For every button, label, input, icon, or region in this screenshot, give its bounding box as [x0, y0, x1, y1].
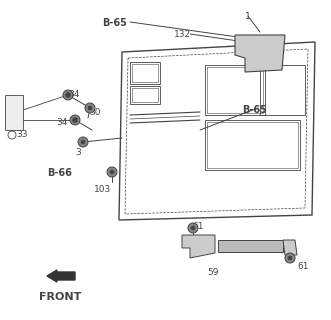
Text: 61: 61: [192, 222, 204, 231]
Circle shape: [260, 43, 274, 57]
Circle shape: [66, 92, 71, 98]
Bar: [205, 65, 265, 115]
Bar: [130, 62, 160, 84]
Text: 1: 1: [245, 12, 251, 21]
Circle shape: [285, 253, 295, 263]
Circle shape: [264, 47, 270, 53]
Circle shape: [70, 115, 80, 125]
Circle shape: [72, 117, 77, 123]
Bar: [218, 240, 283, 252]
Circle shape: [8, 131, 16, 139]
Circle shape: [288, 256, 292, 260]
Text: B-66: B-66: [48, 168, 72, 178]
Text: 61: 61: [297, 262, 309, 271]
Polygon shape: [283, 240, 297, 255]
Bar: [132, 64, 158, 82]
Text: 34: 34: [68, 90, 80, 99]
Text: B-65: B-65: [243, 105, 267, 115]
Circle shape: [191, 226, 195, 230]
Bar: [260, 65, 305, 115]
Circle shape: [85, 103, 95, 113]
Bar: [207, 122, 298, 168]
Bar: [130, 86, 160, 104]
Text: FRONT: FRONT: [39, 292, 81, 302]
Polygon shape: [235, 35, 285, 72]
Bar: [207, 67, 263, 113]
Circle shape: [78, 137, 88, 147]
Circle shape: [110, 170, 114, 174]
Text: 34: 34: [56, 118, 68, 127]
Circle shape: [107, 167, 117, 177]
Circle shape: [81, 140, 85, 144]
Bar: [205, 120, 300, 170]
Text: B-65: B-65: [103, 18, 127, 28]
Bar: [5, 95, 23, 130]
Circle shape: [88, 106, 92, 110]
Polygon shape: [119, 42, 315, 220]
Text: 3: 3: [75, 148, 81, 157]
Text: 132: 132: [174, 30, 192, 39]
FancyArrow shape: [47, 270, 75, 282]
Circle shape: [63, 90, 73, 100]
Polygon shape: [182, 235, 215, 258]
Circle shape: [188, 223, 198, 233]
Text: 30: 30: [89, 108, 101, 117]
Text: 59: 59: [207, 268, 219, 277]
Bar: [132, 88, 158, 102]
Text: 33: 33: [16, 130, 28, 139]
Text: 103: 103: [94, 185, 112, 194]
